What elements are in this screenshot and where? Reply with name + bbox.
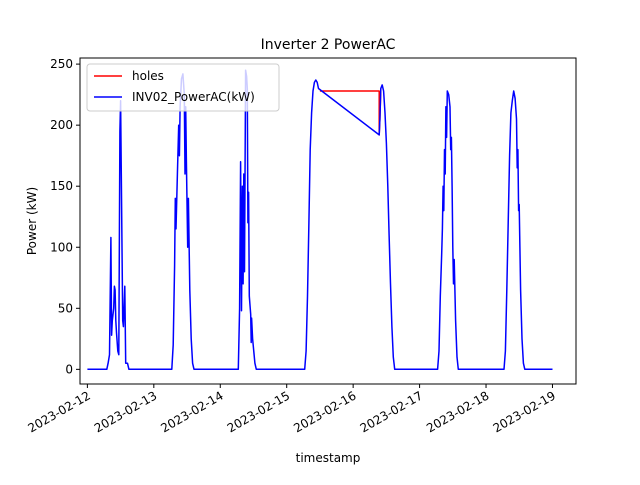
y-axis: 0 50 100 150 200 250 [50, 57, 80, 376]
legend-box [86, 63, 280, 112]
y-tick-label: 250 [50, 57, 73, 71]
y-tick-label: 0 [65, 362, 73, 376]
legend-label-power: INV02_PowerAC(kW) [132, 90, 255, 104]
legend: holes INV02_PowerAC(kW) [86, 63, 280, 112]
axes-frame [79, 57, 577, 385]
plot-lines [87, 69, 553, 371]
x-axis-label: timestamp [296, 451, 361, 465]
y-tick-label: 50 [58, 301, 73, 315]
chart-title: Inverter 2 PowerAC [261, 37, 396, 53]
y-tick-label: 200 [50, 118, 73, 132]
y-axis-label: Power (kW) [25, 187, 39, 255]
legend-label-holes: holes [132, 69, 164, 83]
series-line-power [87, 69, 553, 371]
y-tick-label: 100 [50, 240, 73, 254]
y-tick-label: 150 [50, 179, 73, 193]
